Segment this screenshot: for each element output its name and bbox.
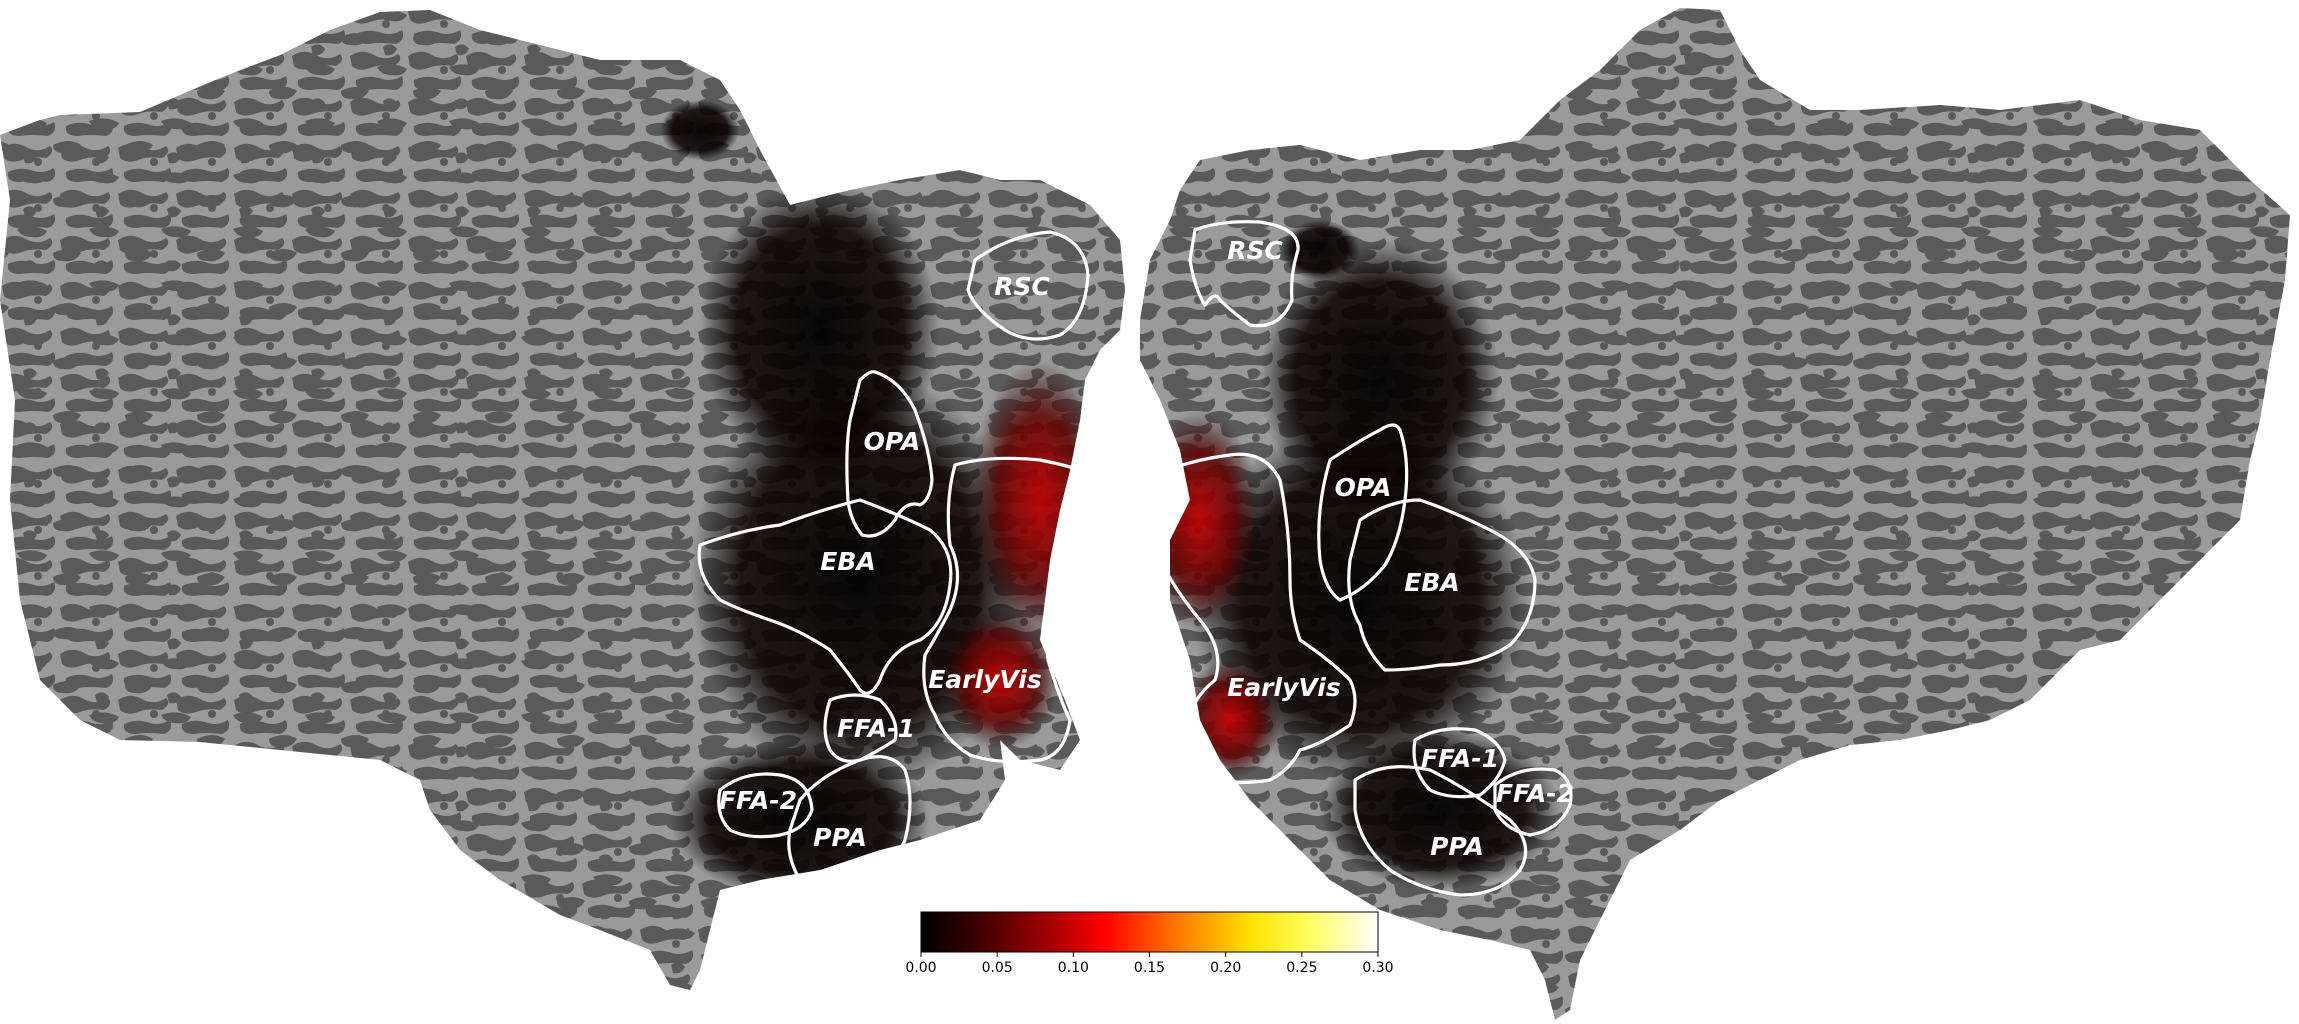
roi-label-earlyvis: EarlyVis	[928, 665, 1042, 694]
colorbar-tick-label: 0.00	[905, 960, 936, 976]
roi-label-opa: OPA	[864, 427, 921, 456]
roi-outline-ppa	[787, 755, 912, 892]
colorbar-tick-label: 0.30	[1362, 960, 1393, 976]
roi-label-rsc: RSC	[1227, 236, 1283, 265]
activation-blob	[970, 360, 1110, 640]
roi-label-ffa1: FFA-1	[1421, 744, 1499, 773]
activation-blob	[1140, 410, 1260, 630]
left-hemisphere: RSC OPA EBA EarlyVis FFA-1 FFA-2 PPA	[0, 10, 1125, 990]
roi-outline-eba	[1347, 498, 1537, 672]
roi-label-ffa1: FFA-1	[837, 714, 915, 743]
roi-label-earlyvis: EarlyVis	[1227, 673, 1341, 702]
colorbar: 0.00 0.05 0.10 0.15 0.20 0.25 0.30	[905, 911, 1394, 976]
activation-blob	[660, 100, 740, 160]
activation-blob	[1280, 220, 1360, 280]
roi-outline-ffa2	[1493, 767, 1573, 837]
colorbar-tick-label: 0.25	[1286, 960, 1317, 976]
roi-label-ppa: PPA	[1430, 832, 1484, 861]
activation-blob	[670, 740, 930, 900]
roi-outline-ffa1	[1412, 727, 1507, 799]
roi-label-eba: EBA	[820, 547, 875, 576]
colorbar-ticks: 0.00 0.05 0.10 0.15 0.20 0.25 0.30	[905, 952, 1394, 976]
roi-label-ppa: PPA	[813, 823, 867, 852]
roi-outline-rsc	[966, 230, 1090, 341]
roi-outline-ffa1	[823, 693, 898, 763]
right-hemisphere: RSC OPA EBA EarlyVis FFA-1 FFA-2 PPA	[1140, 8, 2290, 1020]
roi-outline-ffa2	[717, 772, 814, 839]
roi-label-opa: OPA	[1335, 473, 1392, 502]
colorbar-tick-label: 0.10	[1058, 960, 1089, 976]
activation-blob	[940, 610, 1060, 750]
roi-label-rsc: RSC	[994, 272, 1050, 301]
roi-outline-rsc	[1188, 220, 1300, 328]
colorbar-tick-label: 0.20	[1210, 960, 1241, 976]
roi-outline-earlyvis	[922, 456, 1102, 764]
colorbar-tick-label: 0.05	[982, 960, 1013, 976]
roi-label-eba: EBA	[1404, 568, 1459, 597]
roi-label-ffa2: FFA-2	[1496, 779, 1574, 808]
colorbar-gradient	[920, 911, 1379, 953]
roi-label-ffa2: FFA-2	[719, 786, 797, 815]
colorbar-tick-label: 0.15	[1134, 960, 1165, 976]
roi-outline-opa	[1317, 423, 1409, 602]
roi-outline-earlyvis	[1151, 452, 1357, 785]
roi-outline-eba	[697, 498, 953, 695]
roi-outline-ppa	[1353, 765, 1528, 897]
